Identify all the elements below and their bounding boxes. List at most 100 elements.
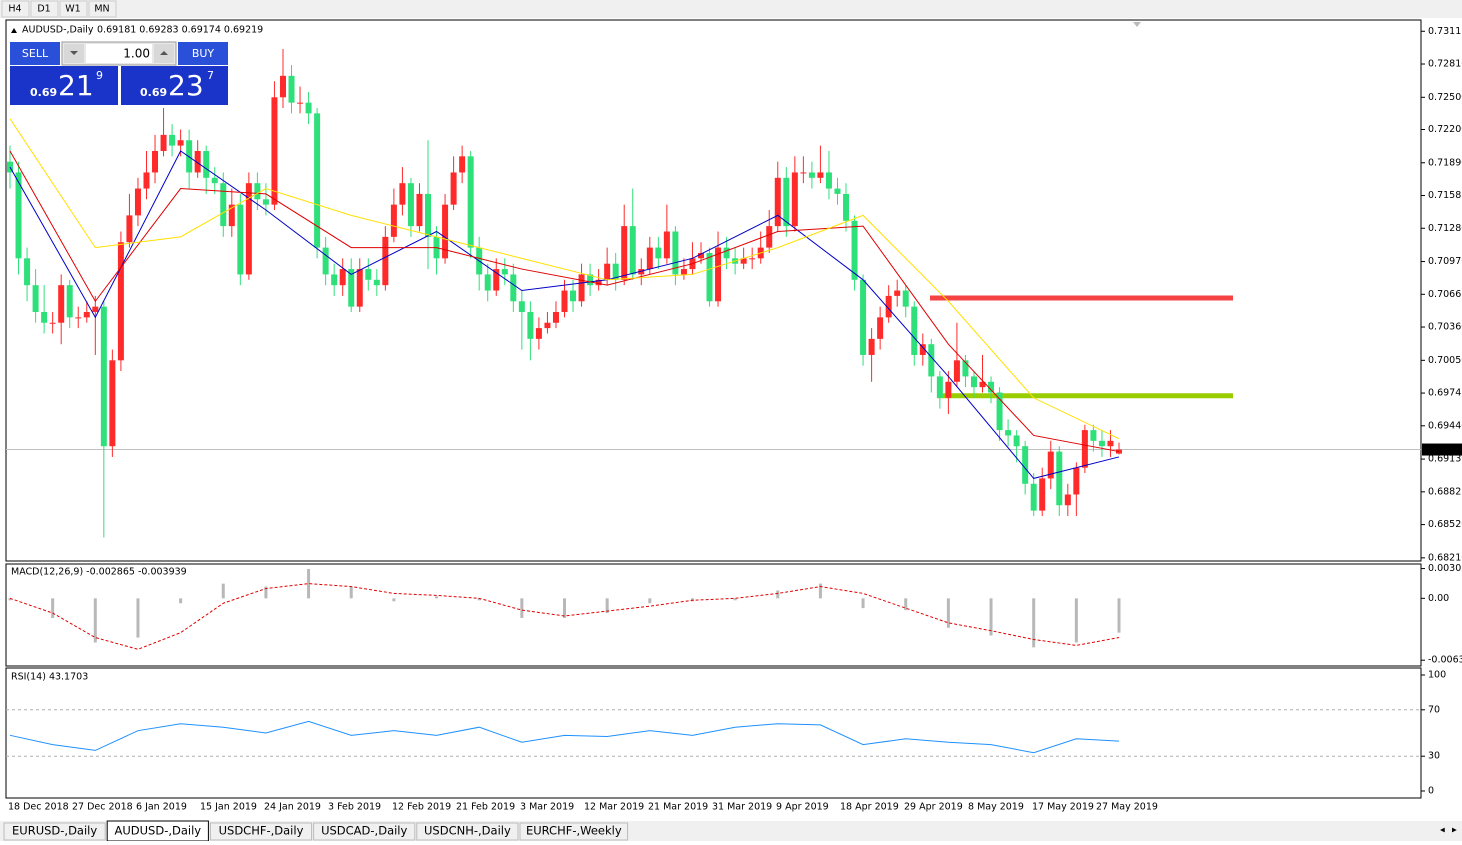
candle-body: [348, 269, 355, 307]
macd-bar: [989, 598, 993, 636]
toolbar: [0, 0, 1462, 18]
x-tick-label: 27 Dec 2018: [72, 802, 133, 813]
candle-body: [1005, 430, 1012, 436]
sell-big: 21: [58, 69, 94, 102]
candle-body: [194, 150, 201, 173]
candle-body: [160, 134, 167, 151]
tab[interactable]: [209, 822, 313, 841]
macd-bar: [179, 598, 183, 604]
candle-body: [902, 290, 909, 307]
y-tick-label: -0.00631: [1428, 655, 1462, 666]
timeframe-label: W1: [65, 4, 80, 15]
y-tick-label: 0.71585: [1428, 190, 1462, 201]
y-tick-label: 0.73115: [1428, 26, 1462, 37]
timeframe-button[interactable]: [30, 0, 59, 18]
up-arrow: [160, 51, 168, 55]
candle-body: [75, 317, 82, 319]
candle-body: [817, 172, 824, 178]
x-tick-label: 21 Mar 2019: [648, 802, 708, 813]
candle-body: [868, 338, 875, 355]
candle-body: [587, 274, 594, 286]
candle-body: [254, 183, 261, 200]
x-tick-label: 17 May 2019: [1032, 802, 1094, 813]
buy-price-box[interactable]: [121, 66, 228, 105]
candle-body: [356, 269, 363, 307]
candle-body: [143, 172, 150, 189]
panes: [5, 19, 1422, 799]
trade-panel: SELL 1.00 BUY 0.69 21 9 0.69 23 7: [10, 41, 228, 105]
lot-value: 1.00: [123, 47, 150, 61]
candle-body: [390, 204, 397, 237]
tab[interactable]: [3, 822, 106, 841]
x-tick-label: 15 Jan 2019: [200, 802, 257, 813]
candle-body: [1013, 435, 1020, 447]
y-tick-label: 0.003035: [1428, 563, 1462, 574]
candle-body: [399, 183, 406, 205]
tab-label: EURUSD-,Daily: [12, 824, 97, 838]
timeframe-label: H4: [8, 4, 21, 15]
candle-body: [800, 172, 807, 174]
shift-marker: [1133, 22, 1141, 27]
x-tick-label: 27 May 2019: [1096, 802, 1158, 813]
candle-body: [484, 274, 491, 291]
timeframe-label: D1: [37, 4, 50, 15]
candle-body: [535, 328, 542, 339]
timeframe-button[interactable]: [59, 0, 88, 18]
candle-body: [134, 188, 141, 216]
candle-body: [783, 177, 790, 227]
candle-body: [715, 247, 722, 302]
macd-bar: [1032, 598, 1036, 648]
candle-body: [766, 226, 773, 248]
macd-bar: [221, 583, 225, 599]
buy-small: 7: [207, 69, 214, 82]
candle-body: [936, 376, 943, 398]
sell-label: SELL: [22, 47, 49, 60]
candle-body: [1039, 478, 1046, 511]
x-tick-label: 3 Feb 2019: [328, 802, 381, 813]
candle-body: [245, 183, 252, 275]
candle-body: [331, 274, 338, 286]
candle-body: [32, 285, 39, 313]
timeframe-button[interactable]: [88, 0, 117, 18]
candle-body: [996, 392, 1003, 431]
tab[interactable]: [313, 822, 416, 841]
tab[interactable]: [519, 822, 629, 841]
candle-body: [467, 156, 474, 248]
candle-body: [49, 322, 56, 324]
buy-label: BUY: [192, 47, 215, 60]
lot-input[interactable]: [86, 44, 152, 63]
candle-body: [740, 258, 747, 264]
candle-body: [271, 97, 278, 205]
tab-scroll-right[interactable]: ▸: [1452, 825, 1457, 836]
buy-button[interactable]: [178, 42, 228, 65]
candle-body: [1081, 430, 1088, 468]
candle-body: [314, 113, 321, 248]
candle-body: [237, 204, 244, 275]
candle-body: [527, 312, 534, 339]
candle-body: [339, 269, 346, 286]
candle-body: [109, 360, 116, 447]
candle-body: [1073, 467, 1080, 495]
timeframe-button[interactable]: [1, 0, 30, 18]
tab-label: USDCNH-,Daily: [424, 824, 511, 838]
candle-body: [834, 188, 841, 194]
sell-price-box[interactable]: [10, 66, 118, 105]
candle-body: [894, 290, 901, 296]
buy-prefix: 0.69: [140, 86, 167, 99]
candle-body: [211, 177, 218, 184]
rsi-pane: [5, 667, 1422, 799]
candle-body: [988, 381, 995, 393]
candle-body: [808, 172, 815, 178]
price-tag-label: 0.69219: [1425, 444, 1462, 455]
tab-scroll-left[interactable]: ◂: [1440, 825, 1445, 836]
candle-body: [697, 252, 704, 259]
candle-body: [220, 183, 227, 227]
sell-button[interactable]: [10, 42, 60, 65]
tab[interactable]: [416, 822, 519, 841]
